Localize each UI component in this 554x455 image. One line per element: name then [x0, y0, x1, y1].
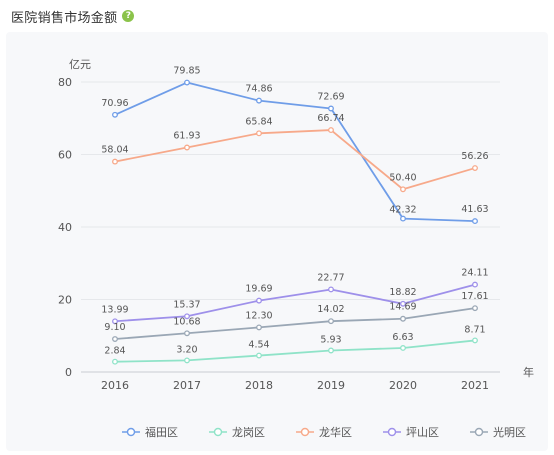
data-label: 61.93: [173, 131, 200, 142]
question-circle-icon[interactable]: ?: [122, 10, 135, 22]
data-label: 12.30: [245, 310, 272, 321]
data-point: [184, 313, 190, 320]
data-point: [256, 324, 262, 331]
data-label: 13.99: [101, 304, 128, 315]
x-tick-label: 2020: [389, 379, 417, 392]
y-tick-label: 80: [58, 76, 72, 89]
data-point: [400, 345, 406, 351]
header: 医院销售市场金额 ?: [0, 0, 554, 32]
data-point: [472, 305, 478, 312]
page-title: 医院销售市场金额: [11, 10, 118, 26]
y-tick-label: 40: [58, 221, 72, 234]
data-label: 19.69: [245, 284, 272, 295]
legend-swatch-marker: [474, 427, 484, 437]
data-label: 15.37: [173, 299, 200, 310]
data-point: [112, 158, 118, 165]
x-tick-label: 2017: [173, 379, 201, 392]
x-tick-label: 2021: [461, 379, 489, 392]
legend-item-label[interactable]: 龙岗区: [232, 426, 265, 439]
data-label: 70.96: [101, 98, 128, 109]
data-point: [472, 337, 478, 344]
legend-swatch-marker: [126, 427, 136, 437]
data-point: [328, 105, 334, 112]
data-label: 5.93: [320, 335, 341, 346]
series-line: [114, 129, 476, 191]
series-line: [114, 81, 476, 222]
data-point: [328, 318, 334, 325]
x-tick-label: 2019: [317, 379, 345, 392]
series-line: [114, 339, 476, 363]
data-label: 9.10: [104, 322, 125, 333]
data-point: [328, 286, 334, 293]
data-point: [256, 297, 262, 304]
data-point: [328, 127, 334, 134]
series-line: [114, 307, 476, 340]
chart-card: 0 20 40 60 80 亿元年 2016 2017 2018 2019 2020 2021 70.9…: [6, 32, 548, 451]
data-label: 3.20: [176, 344, 197, 355]
data-point: [400, 186, 406, 193]
data-label: 10.68: [173, 316, 200, 327]
legend-item-label[interactable]: 光明区: [493, 425, 526, 439]
line-chart: 0 20 40 60 80 亿元年 2016 2017 2018 2019 2020 2021 70.9…: [58, 58, 534, 439]
y-tick-label: 0: [65, 366, 72, 379]
x-tick-label: 2016: [101, 379, 129, 392]
data-point: [400, 215, 406, 222]
data-label: 56.26: [461, 151, 488, 162]
series-line: [114, 283, 476, 323]
data-label: 2.84: [104, 346, 125, 357]
data-label: 50.40: [389, 172, 416, 183]
data-point: [112, 318, 118, 325]
data-label: 42.32: [389, 205, 416, 216]
data-point: [400, 300, 406, 307]
data-label: 18.82: [389, 287, 416, 298]
data-label: 14.69: [389, 302, 416, 313]
data-point: [472, 281, 478, 288]
data-label: 4.54: [248, 340, 269, 351]
legend-swatch-marker: [387, 427, 397, 437]
data-point: [328, 347, 334, 354]
data-point: [472, 165, 478, 172]
legend-item-label[interactable]: 龙华区: [319, 425, 352, 439]
y-axis-title: 亿元: [69, 58, 91, 71]
data-label: 66.74: [317, 113, 344, 124]
data-label: 24.11: [461, 268, 488, 279]
data-label: 17.61: [461, 291, 488, 302]
data-point: [256, 352, 262, 359]
legend-swatch-marker: [213, 427, 223, 437]
data-point: [184, 144, 190, 151]
data-label: 72.69: [317, 91, 344, 102]
legend-item-label[interactable]: 坪山区: [406, 426, 439, 439]
data-point: [112, 111, 118, 118]
legend-item-label[interactable]: 福田区: [145, 425, 178, 439]
data-label: 58.04: [101, 145, 128, 156]
data-point: [184, 330, 190, 337]
data-label: 8.71: [464, 324, 485, 335]
data-point: [256, 130, 262, 137]
data-point: [184, 357, 190, 364]
x-tick-label: 2018: [245, 379, 273, 392]
data-label: 22.77: [317, 272, 344, 283]
data-point: [184, 79, 190, 86]
y-tick-label: 20: [58, 294, 72, 307]
data-label: 41.63: [461, 204, 488, 215]
data-label: 6.63: [392, 332, 413, 343]
data-point: [472, 218, 478, 225]
legend-swatch-marker: [300, 427, 310, 437]
data-label: 65.84: [245, 116, 272, 127]
data-label: 79.85: [173, 66, 200, 77]
data-label: 14.02: [317, 304, 344, 315]
data-point: [112, 336, 118, 342]
data-label: 74.86: [245, 84, 272, 95]
data-point: [256, 97, 262, 104]
x-axis-title: 年: [523, 365, 534, 379]
y-tick-label: 60: [58, 149, 72, 162]
data-point: [112, 358, 118, 365]
data-point: [400, 315, 406, 322]
